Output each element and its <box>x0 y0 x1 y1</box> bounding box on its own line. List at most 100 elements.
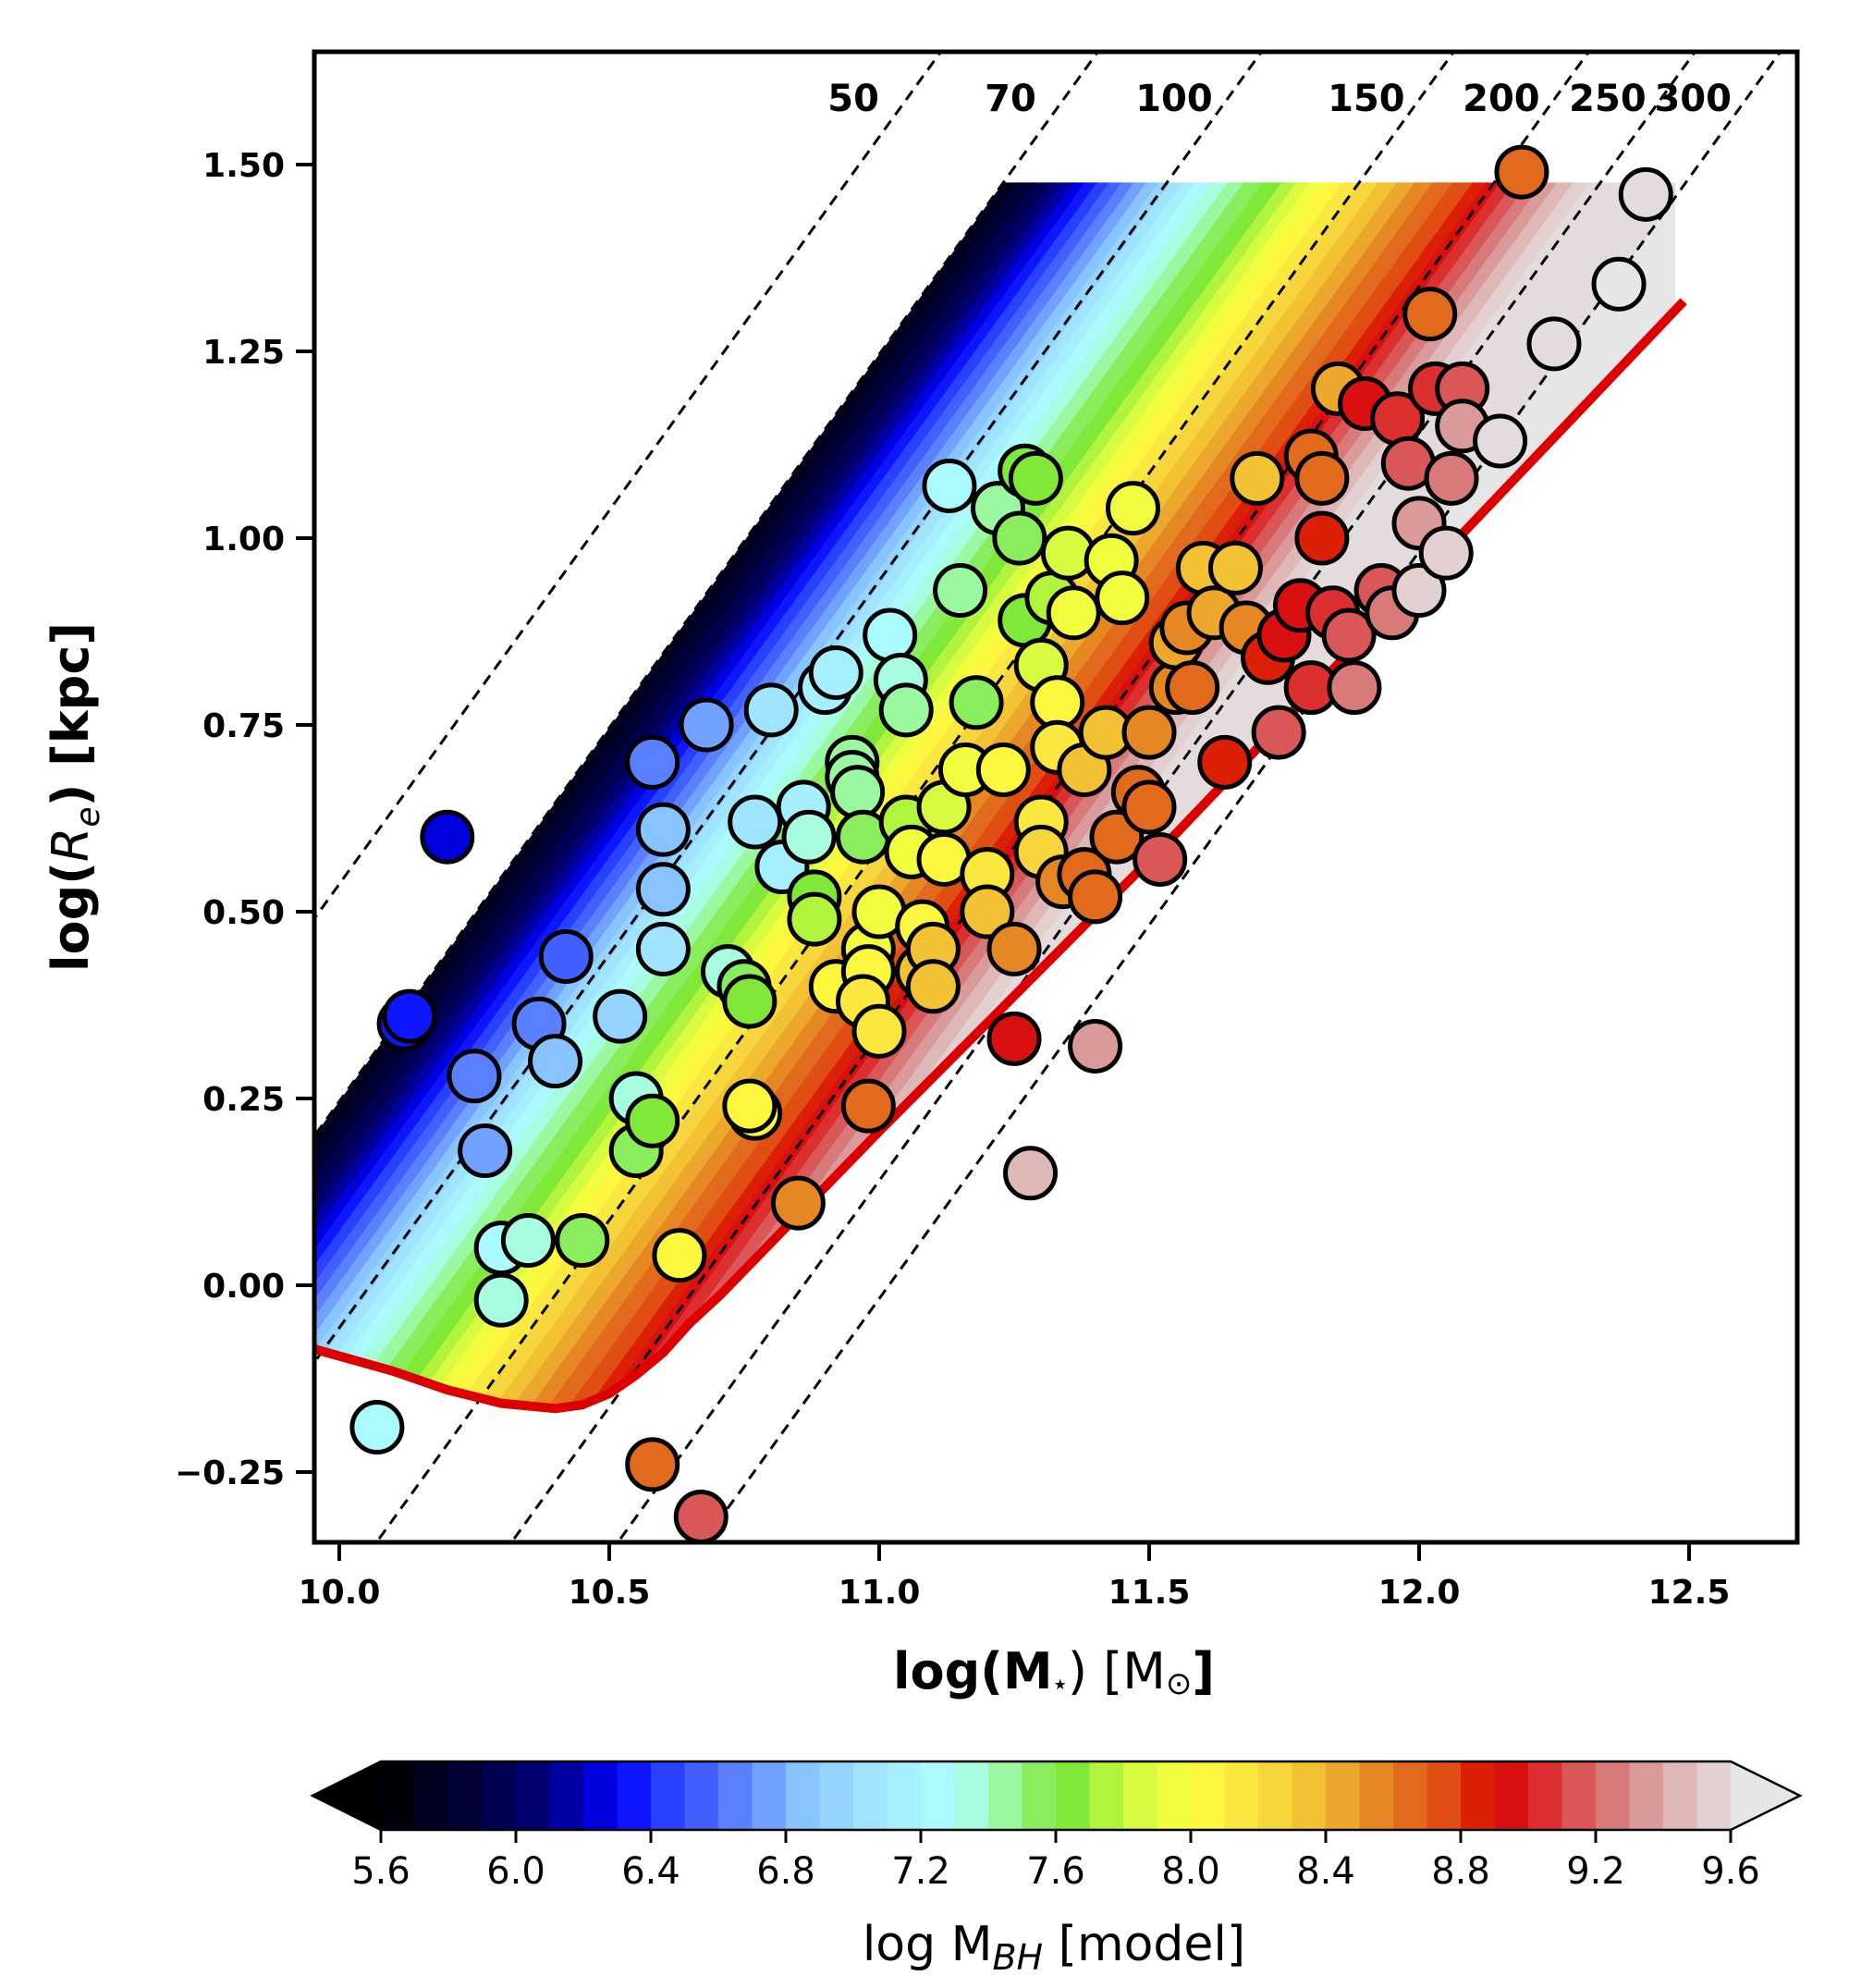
colorbar-segment <box>1022 1761 1057 1830</box>
data-point <box>1591 256 1647 312</box>
band-level <box>315 182 1317 1409</box>
colorbar-segment <box>448 1761 484 1830</box>
data-point <box>625 1093 680 1148</box>
data-point <box>1327 660 1382 716</box>
colorbar-tick-label: 6.4 <box>621 1850 680 1893</box>
colorbar-tick-label: 7.6 <box>1026 1850 1085 1893</box>
colorbar-segment <box>819 1761 854 1830</box>
data-point <box>922 458 977 513</box>
colorbar-segment <box>752 1761 787 1830</box>
data-point <box>1391 563 1447 619</box>
data-point <box>1494 144 1549 200</box>
scatter-points <box>349 144 1673 1541</box>
data-point <box>1251 705 1306 760</box>
colorbar <box>310 1760 1803 1832</box>
colorbar-segment <box>549 1761 584 1830</box>
colorbar-segment <box>1528 1761 1563 1830</box>
colorbar-segment <box>1292 1761 1327 1830</box>
data-point <box>878 682 934 738</box>
data-point <box>1526 316 1582 372</box>
x-tick-label: 10.0 <box>299 1574 381 1612</box>
data-point <box>458 1123 513 1179</box>
data-point <box>1121 779 1177 835</box>
data-point <box>787 891 842 947</box>
data-point <box>635 802 691 857</box>
colorbar-segment <box>1224 1761 1259 1830</box>
colorbar-segment <box>1258 1761 1293 1830</box>
data-point <box>1095 571 1150 626</box>
sigma-label-50: 50 <box>827 78 879 120</box>
data-point <box>949 675 1004 730</box>
y-tick-label: 0.00 <box>202 1268 285 1306</box>
data-point <box>722 974 778 1029</box>
colorbar-segment <box>1494 1761 1529 1830</box>
data-point <box>555 1213 610 1269</box>
y-tick-label: 0.50 <box>202 894 285 932</box>
colorbar-tick-label: 7.2 <box>891 1850 950 1893</box>
data-point <box>986 1011 1042 1066</box>
colorbar-segment <box>954 1761 989 1830</box>
data-point <box>1133 831 1188 887</box>
colorbar-tick-label: 8.0 <box>1161 1850 1220 1893</box>
colorbar-tick-label: 8.4 <box>1296 1850 1355 1893</box>
y-tick-label: 0.25 <box>202 1081 285 1119</box>
data-point <box>986 921 1042 976</box>
data-point <box>652 1228 707 1283</box>
data-point <box>1402 287 1458 342</box>
colorbar-segment <box>583 1761 618 1830</box>
colorbar-over-arrow <box>1731 1761 1800 1830</box>
data-point <box>851 1003 907 1059</box>
data-point <box>722 1078 778 1134</box>
data-point <box>473 1272 529 1328</box>
red-boundary-curve <box>315 298 1687 1414</box>
sigma-labels: 50 70 100 150 200 250 300 <box>827 78 1732 120</box>
x-axis: 10.0 10.5 11.0 11.5 12.0 12.5 <box>299 1542 1731 1612</box>
x-tick-label: 12.5 <box>1648 1574 1731 1612</box>
data-point <box>992 510 1047 566</box>
data-point <box>1424 450 1479 506</box>
colorbar-tick-label: 5.6 <box>351 1850 410 1893</box>
data-point <box>625 734 680 790</box>
colorbar-tick-label: 6.0 <box>486 1850 545 1893</box>
colorbar-segment <box>1157 1761 1192 1830</box>
colorbar-segment <box>1089 1761 1124 1830</box>
data-point <box>1207 540 1263 595</box>
data-point <box>933 563 988 619</box>
data-point <box>528 1034 583 1089</box>
colorbar-segment <box>651 1761 686 1830</box>
data-point <box>975 742 1031 797</box>
colorbar-tick-label: 9.6 <box>1701 1850 1760 1893</box>
colorbar-segment <box>887 1761 922 1830</box>
colorbar-segment <box>786 1761 821 1830</box>
y-tick-label: 0.75 <box>202 707 285 745</box>
data-point <box>1473 413 1528 469</box>
colorbar-tick-label: 8.8 <box>1431 1850 1490 1893</box>
data-point <box>1294 510 1350 566</box>
data-point <box>1121 705 1177 760</box>
colorbar-segment <box>1663 1761 1698 1830</box>
colorbar-segment <box>1461 1761 1496 1830</box>
data-point <box>1197 734 1253 790</box>
data-point <box>1003 1146 1059 1201</box>
colorbar-segment <box>1629 1761 1664 1830</box>
data-point <box>1294 450 1350 506</box>
colorbar-segment <box>1596 1761 1631 1830</box>
band-level <box>315 182 1334 1409</box>
colorbar-tick-label: 9.2 <box>1566 1850 1625 1893</box>
colorbar-ticks: 5.6 6.0 6.4 6.8 7.2 7.6 8.0 8.4 8.8 9.2 9.6 <box>351 1830 1760 1893</box>
data-point <box>349 1400 405 1455</box>
colorbar-segment <box>1123 1761 1158 1830</box>
data-point <box>593 988 648 1044</box>
data-point <box>863 607 918 663</box>
sigma-label-300: 300 <box>1654 78 1732 120</box>
band-level <box>315 182 1219 1409</box>
colorbar-label: log MBH [model] <box>863 1917 1245 1978</box>
y-tick-label: 1.25 <box>202 334 285 372</box>
data-point <box>635 921 691 976</box>
data-point <box>538 928 594 984</box>
data-point <box>840 1078 896 1134</box>
sigma-label-250: 250 <box>1569 78 1647 120</box>
band-level <box>315 182 1172 1409</box>
data-point <box>1046 585 1101 641</box>
colorbar-segment <box>1359 1761 1394 1830</box>
